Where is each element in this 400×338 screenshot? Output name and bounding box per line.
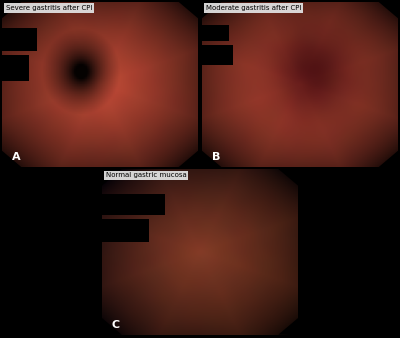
Polygon shape	[378, 151, 398, 167]
Polygon shape	[202, 151, 222, 167]
Bar	[102, 219, 149, 242]
Text: Severe gastritis after CPI: Severe gastritis after CPI	[6, 5, 92, 11]
Text: Moderate gastritis after CPI: Moderate gastritis after CPI	[206, 5, 301, 11]
Polygon shape	[178, 151, 198, 167]
Polygon shape	[202, 2, 222, 18]
Polygon shape	[102, 318, 122, 335]
Polygon shape	[2, 2, 22, 18]
Bar	[2, 28, 37, 51]
Polygon shape	[2, 151, 22, 167]
Polygon shape	[278, 318, 298, 335]
Polygon shape	[278, 169, 298, 186]
Bar	[202, 25, 230, 42]
Polygon shape	[178, 2, 198, 18]
Text: Normal gastric mucosa: Normal gastric mucosa	[106, 172, 187, 178]
Bar	[202, 45, 233, 65]
Polygon shape	[378, 2, 398, 18]
Bar	[2, 55, 30, 81]
Polygon shape	[102, 169, 122, 186]
Text: A: A	[12, 152, 20, 162]
Text: C: C	[112, 320, 120, 330]
Text: B: B	[212, 152, 220, 162]
Bar	[102, 194, 165, 215]
